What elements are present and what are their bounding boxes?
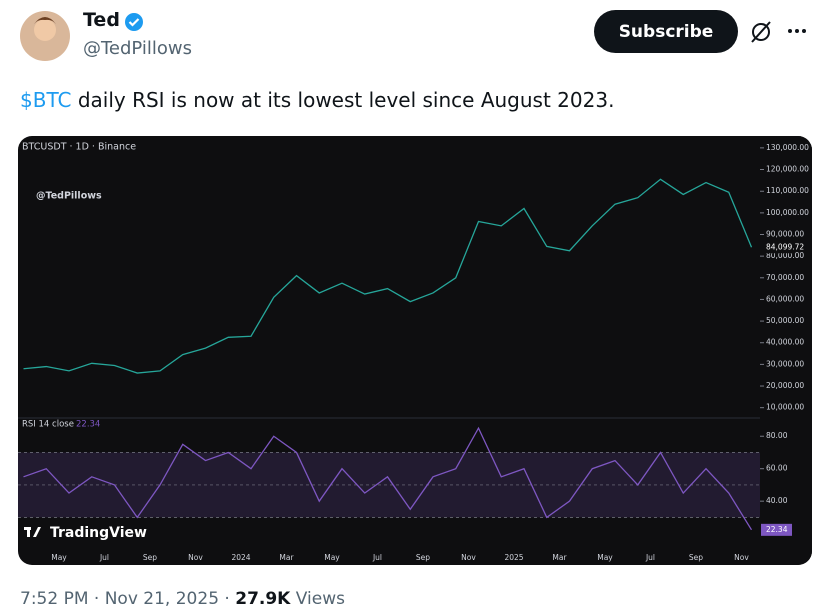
x-tick-label: May — [597, 553, 613, 562]
y-tick-label: 60,000.00 — [766, 294, 804, 303]
time[interactable]: 7:52 PM — [20, 589, 89, 609]
x-tick-label: 2025 — [504, 553, 523, 562]
x-tick-label: May — [324, 553, 340, 562]
separator: · — [224, 589, 230, 609]
views-count: 27.9K — [235, 589, 291, 609]
y-tick-label: 50,000.00 — [766, 316, 804, 325]
y-tick-label: 10,000.00 — [766, 403, 804, 412]
rsi-label: RSI 14 close — [22, 420, 74, 430]
subscribe-button[interactable]: Subscribe — [594, 10, 738, 53]
tweet-meta: 7:52 PM · Nov 21, 2025 · 27.9K Views — [20, 589, 345, 609]
x-tick-label: 2024 — [231, 553, 250, 562]
brand: TradingView — [50, 525, 147, 541]
x-tick-label: Sep — [416, 553, 430, 562]
series-line — [23, 426, 753, 531]
x-tick-label: Jul — [645, 553, 655, 562]
x-tick-label: May — [51, 553, 67, 562]
author-name[interactable]: Ted — [83, 9, 120, 31]
x-tick-label: Nov — [461, 553, 476, 562]
x-tick-label: Sep — [689, 553, 703, 562]
x-tick-label: Sep — [143, 553, 157, 562]
grok-slash — [751, 21, 771, 43]
symbol-label: BTCUSDT · 1D · Binance — [22, 142, 136, 153]
y-tick-label: 20,000.00 — [766, 381, 804, 390]
x-tick-label: Jul — [372, 553, 382, 562]
y-tick-label: 120,000.00 — [766, 165, 809, 174]
y-tick-label: 80,000.00 — [766, 251, 804, 260]
x-tick-label: Mar — [552, 553, 567, 562]
y-tick-label: 30,000.00 — [766, 359, 804, 368]
last-value-box — [761, 523, 792, 536]
x-tick-label: Nov — [734, 553, 749, 562]
chart-image[interactable]: BTCUSDT · 1D · Binance @TedPillows RSI 1… — [18, 136, 812, 565]
last-value-box — [761, 241, 792, 254]
y-tick-label: 90,000.00 — [766, 229, 804, 238]
tweet-body: daily RSI is now at its lowest level sin… — [71, 88, 615, 112]
views-label: Views — [295, 589, 345, 609]
chart-background — [18, 136, 812, 565]
y2-tick-label: 80.00 — [766, 431, 788, 440]
last-value-label: 22.34 — [766, 525, 788, 534]
y-tick-label: 100,000.00 — [766, 208, 809, 217]
y-tick-label: 130,000.00 — [766, 143, 809, 152]
y-tick-label: 110,000.00 — [766, 186, 809, 195]
author-handle[interactable]: @TedPillows — [83, 38, 193, 59]
y-tick-label: 40,000.00 — [766, 338, 804, 347]
price-axis — [760, 136, 812, 565]
x-tick-label: Jul — [99, 553, 109, 562]
verified-check — [128, 18, 140, 27]
y2-tick-label: 40.00 — [766, 496, 788, 505]
last-value-label: 84,099.72 — [766, 242, 804, 251]
rsi-header-value: 22.34 — [76, 420, 100, 430]
x-tick-label: Nov — [188, 553, 203, 562]
tweet-text: $BTC daily RSI is now at its lowest leve… — [20, 88, 614, 112]
avatar-face — [34, 19, 56, 41]
tradingview-logo — [24, 527, 41, 537]
separator: · — [93, 589, 100, 609]
y2-tick-label: 60.00 — [766, 464, 788, 473]
grok-icon[interactable] — [752, 23, 770, 41]
series-line — [23, 178, 753, 374]
avatar-hair — [34, 17, 56, 24]
x-tick-label: Mar — [279, 553, 294, 562]
cashtag[interactable]: $BTC — [20, 88, 72, 112]
more-button[interactable] — [788, 29, 806, 33]
y-tick-label: 70,000.00 — [766, 273, 804, 282]
date[interactable]: Nov 21, 2025 — [104, 589, 220, 609]
watermark: @TedPillows — [36, 191, 102, 202]
